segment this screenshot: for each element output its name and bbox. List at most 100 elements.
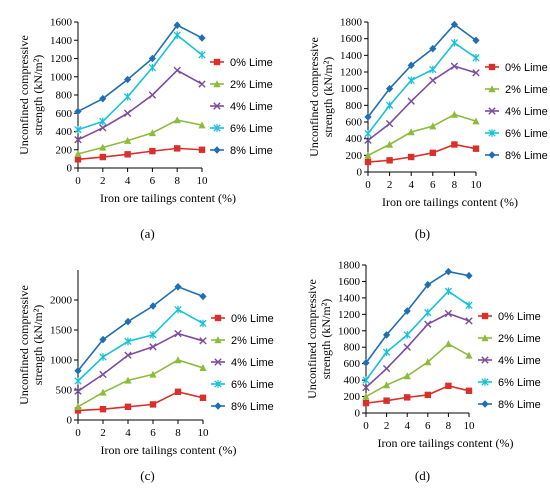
y-tick-label: 0 bbox=[355, 408, 361, 420]
data-point-6pct-lime bbox=[148, 63, 157, 72]
legend-marker-8pct-lime bbox=[213, 146, 221, 154]
data-point-8pct-lime bbox=[124, 75, 132, 84]
legend-marker-4pct-lime bbox=[488, 107, 496, 115]
data-point-8pct-lime bbox=[362, 359, 370, 367]
data-point-2pct-lime bbox=[174, 356, 182, 364]
x-tick-label: 2 bbox=[100, 175, 106, 187]
y-tick-label: 800 bbox=[56, 90, 73, 102]
panel-label: (b) bbox=[415, 226, 430, 241]
data-point-4pct-lime bbox=[148, 91, 157, 99]
data-point-6pct-lime bbox=[124, 337, 132, 346]
x-tick-label: 6 bbox=[150, 427, 156, 439]
x-tick-label: 2 bbox=[100, 427, 106, 439]
legend: 0% Lime 2% Lime 4% Lime 6% Lime 8% Lime bbox=[478, 311, 541, 411]
x-tick-label: 6 bbox=[425, 420, 431, 432]
chart-panel-b: 0 200 400 600 800 1000 1200 1400 1600 1800 0 2 4 6 8 10… bbox=[307, 17, 548, 242]
x-tick-label: 10 bbox=[464, 420, 476, 432]
data-point-6pct-lime bbox=[99, 353, 107, 361]
data-point-4pct-lime bbox=[444, 309, 453, 318]
data-point-0pct-lime bbox=[74, 407, 82, 414]
data-point-4pct-lime bbox=[99, 124, 107, 132]
x-axis-title: Iron ore tailings content (%) bbox=[382, 195, 518, 209]
series-0pct-lime bbox=[364, 141, 480, 166]
series-2pct-lime bbox=[74, 116, 206, 158]
data-point-0pct-lime bbox=[383, 397, 390, 404]
data-point-2pct-lime bbox=[407, 128, 415, 136]
series-line-6pct-lime bbox=[77, 34, 203, 131]
y-tick-label: 1500 bbox=[50, 325, 73, 337]
data-point-6pct-lime bbox=[385, 101, 394, 110]
data-point-4pct-lime bbox=[450, 62, 459, 70]
chart-panel-d: 0 200 400 600 800 1000 1200 1400 1600 1800 0 2 4 6 8 10… bbox=[305, 260, 541, 484]
data-point-6pct-lime bbox=[403, 331, 411, 339]
data-point-0pct-lime bbox=[451, 141, 458, 148]
y-tick-label: 600 bbox=[56, 108, 73, 120]
data-point-2pct-lime bbox=[199, 364, 207, 371]
y-tick-label: 1000 bbox=[338, 325, 361, 337]
chart-panel-c: 0 500 1000 1500 2000 0 2 4 6 8 10 Iron ore tailings… bbox=[17, 270, 274, 483]
data-point-4pct-lime bbox=[74, 387, 82, 395]
legend-marker-6pct-lime bbox=[213, 124, 221, 132]
series-line-0pct-lime bbox=[367, 143, 477, 163]
legend-label: 8% Lime bbox=[498, 399, 541, 411]
data-point-6pct-lime bbox=[362, 376, 370, 384]
legend-label: 6% Lime bbox=[231, 379, 274, 391]
data-point-0pct-lime bbox=[149, 401, 157, 408]
series-0pct-lime bbox=[74, 145, 206, 163]
y-tick-label: 1200 bbox=[340, 67, 363, 79]
legend-label: 2% Lime bbox=[498, 333, 541, 345]
legend-label: 8% Lime bbox=[231, 401, 274, 413]
y-tick-label: 600 bbox=[344, 358, 361, 370]
x-tick-label: 0 bbox=[75, 427, 81, 439]
data-point-0pct-lime bbox=[408, 153, 415, 161]
y-axis-title: Unconfined compressivestrength (kN/m²) bbox=[17, 285, 45, 405]
legend-marker-2pct-lime bbox=[488, 85, 496, 93]
x-tick-label: 0 bbox=[75, 175, 81, 187]
data-point-6pct-lime bbox=[174, 305, 182, 314]
legend: 0% Lime 2% Lime 4% Lime 6% Lime 8% Lime bbox=[485, 62, 548, 162]
legend-label: 6% Lime bbox=[505, 128, 548, 140]
data-point-8pct-lime bbox=[74, 367, 82, 375]
data-point-0pct-lime bbox=[465, 387, 473, 394]
x-tick-label: 8 bbox=[174, 175, 180, 187]
data-point-4pct-lime bbox=[364, 136, 372, 145]
data-point-4pct-lime bbox=[472, 69, 480, 77]
data-point-2pct-lime bbox=[383, 381, 391, 389]
panel-label: (d) bbox=[415, 468, 430, 483]
x-tick-label: 10 bbox=[471, 179, 483, 191]
x-tick-label: 4 bbox=[408, 179, 414, 191]
data-point-2pct-lime bbox=[198, 121, 206, 129]
data-point-4pct-lime bbox=[124, 351, 132, 359]
series-2pct-lime bbox=[364, 110, 480, 159]
data-point-0pct-lime bbox=[472, 145, 480, 152]
data-point-8pct-lime bbox=[99, 94, 107, 103]
data-point-2pct-lime bbox=[472, 117, 480, 125]
x-axis-title: Iron ore tailings content (%) bbox=[100, 191, 236, 205]
series-4pct-lime bbox=[362, 309, 473, 392]
chart-panel-a: 0 200 400 600 800 1000 1200 1400 1600 0 2 4 6 8 10 Iron… bbox=[17, 17, 273, 242]
data-point-0pct-lime bbox=[362, 399, 370, 407]
y-tick-label: 200 bbox=[56, 144, 73, 156]
x-tick-label: 10 bbox=[198, 427, 210, 439]
x-tick-label: 8 bbox=[452, 179, 458, 191]
data-point-8pct-lime bbox=[199, 292, 207, 301]
legend-marker-2pct-lime bbox=[481, 334, 489, 342]
data-point-6pct-lime bbox=[429, 65, 437, 74]
series-8pct-lime bbox=[364, 20, 480, 121]
data-point-2pct-lime bbox=[99, 143, 107, 151]
series-line-0pct-lime bbox=[77, 147, 203, 161]
legend-marker-8pct-lime bbox=[481, 400, 489, 408]
y-tick-label: 2000 bbox=[50, 295, 73, 307]
data-point-4pct-lime bbox=[385, 119, 394, 128]
x-tick-label: 8 bbox=[175, 427, 181, 439]
legend-marker-4pct-lime bbox=[213, 102, 221, 110]
data-point-2pct-lime bbox=[424, 358, 432, 366]
data-point-6pct-lime bbox=[472, 54, 480, 62]
data-point-2pct-lime bbox=[173, 116, 181, 124]
series-line-0pct-lime bbox=[365, 385, 470, 404]
data-point-4pct-lime bbox=[465, 317, 473, 325]
x-tick-label: 2 bbox=[387, 179, 393, 191]
legend-label: 2% Lime bbox=[230, 79, 273, 91]
data-point-4pct-lime bbox=[199, 337, 207, 345]
data-point-2pct-lime bbox=[444, 340, 452, 348]
